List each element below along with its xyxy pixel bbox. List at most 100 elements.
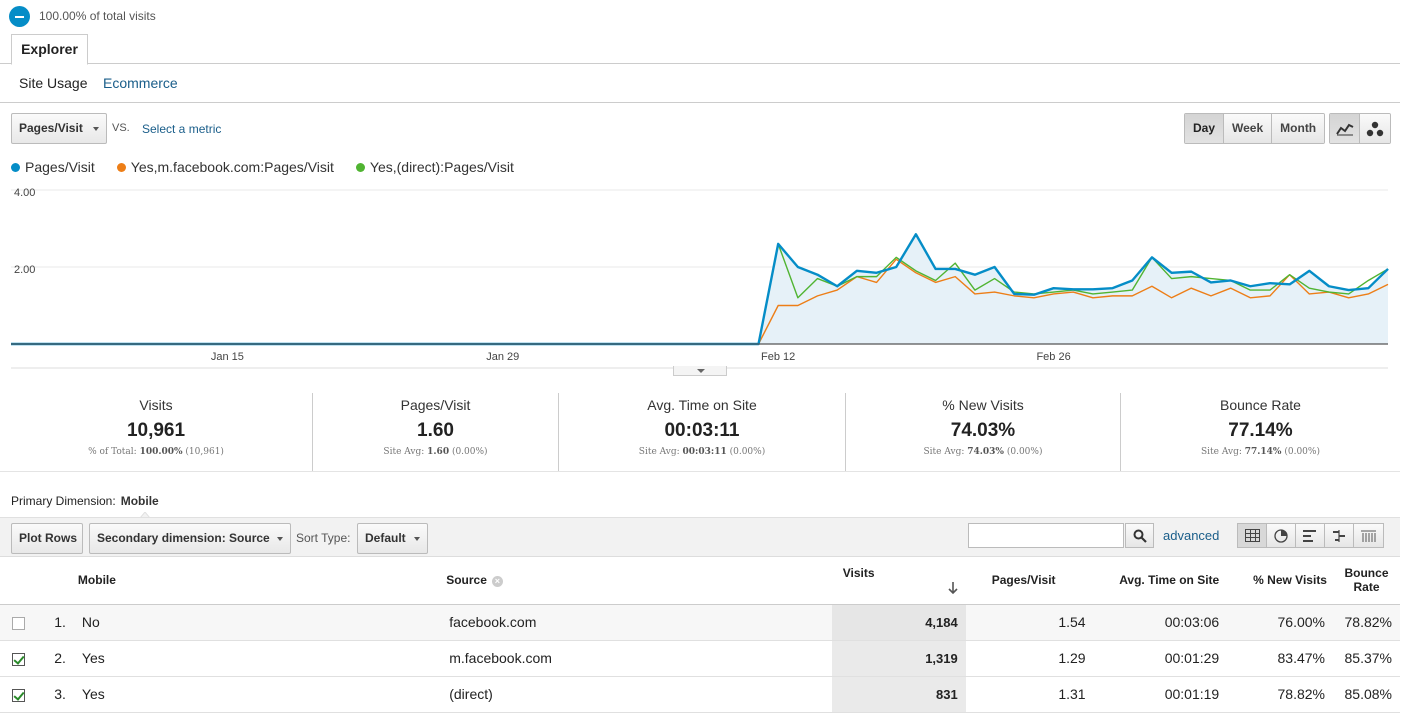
metric-dropdown[interactable]: Pages/Visit (11, 113, 107, 144)
series-area-fill (11, 234, 1388, 344)
row-visits: 4,184 (831, 604, 966, 641)
chevron-down-icon (414, 537, 420, 541)
row-checkbox[interactable] (12, 688, 25, 702)
header-pages-visit[interactable]: Pages/Visit (965, 557, 1094, 605)
scorecard-value: 77.14% (1228, 420, 1293, 441)
line-chart-button[interactable] (1330, 114, 1360, 143)
secondary-dimension-dropdown[interactable]: Secondary dimension: Source (89, 523, 291, 554)
period-selector: Day Week Month (1184, 113, 1326, 144)
view-pivot-button[interactable] (1354, 524, 1383, 547)
row-checkbox-cell (0, 676, 38, 713)
table-header-row: Mobile Source × Visits Pages/Visit Avg. T… (0, 557, 1400, 605)
primary-dimension-label: Primary Dimension: (11, 494, 116, 508)
scorecard-label: % New Visits (942, 397, 1024, 413)
header-visits[interactable]: Visits (831, 557, 966, 605)
row-mobile[interactable]: No (69, 604, 439, 641)
segment-indicator: 100.00% of total visits (9, 5, 156, 27)
segment-toggle-icon[interactable] (9, 5, 30, 27)
scorecard-pages-visit: Pages/Visit 1.60 Site Avg: 1.60 (0.00%) (312, 393, 558, 471)
row-mobile[interactable]: Yes (69, 640, 439, 677)
scorecard-visits: Visits 10,961 % of Total: 100.00% (10,96… (0, 393, 312, 471)
legend-dot-icon (355, 162, 365, 172)
search-button[interactable] (1125, 523, 1154, 548)
scorecard-value: 1.60 (417, 420, 454, 441)
scorecard-bounce-rate: Bounce Rate 77.14% Site Avg: 77.14% (0.0… (1120, 393, 1400, 471)
scorecard-value: 74.03% (950, 420, 1016, 441)
scorecard-value: 00:03:11 (664, 420, 740, 441)
legend-label: Yes,(direct):Pages/Visit (369, 159, 514, 175)
table-search-input[interactable] (968, 523, 1124, 548)
header-checkbox-cell (0, 557, 38, 605)
scorecard-avg-time: Avg. Time on Site 00:03:11 Site Avg: 00:… (558, 393, 845, 471)
table-row: 1. No facebook.com 4,184 1.54 00:03:06 7… (0, 604, 1400, 641)
row-checkbox-cell (0, 640, 38, 677)
table-toolbar: Plot Rows Secondary dimension: Source So… (0, 517, 1400, 557)
row-bounce-rate: 85.37% (1332, 640, 1400, 677)
grid-icon (1244, 529, 1260, 542)
period-day-button[interactable]: Day (1185, 114, 1225, 143)
legend-item-pages-visit: Pages/Visit (11, 159, 95, 175)
row-source[interactable]: (direct) (438, 676, 832, 713)
scorecard-sub: Site Avg: 1.60 (0.00%) (383, 447, 488, 457)
row-new-visits: 78.82% (1227, 676, 1333, 713)
row-new-visits: 83.47% (1227, 640, 1333, 677)
view-comparison-button[interactable] (1325, 524, 1354, 547)
bar-list-icon (1303, 529, 1316, 542)
advanced-filter-link[interactable]: advanced (1163, 528, 1220, 543)
row-source[interactable]: m.facebook.com (438, 640, 832, 677)
header-index-cell (37, 557, 70, 605)
legend-dot-icon (11, 162, 20, 172)
sort-type-label: Sort Type: (296, 531, 351, 545)
remove-dimension-icon[interactable]: × (491, 575, 503, 587)
x-tick-label: Jan 29 (486, 351, 519, 363)
header-bounce-rate[interactable]: Bounce Rate (1332, 557, 1400, 605)
plot-rows-button[interactable]: Plot Rows (11, 523, 83, 554)
y-tick-label: 4.00 (14, 187, 35, 199)
subnav-ecommerce[interactable]: Ecommerce (103, 75, 178, 91)
select-metric-link[interactable]: Select a metric (142, 122, 222, 136)
row-avg-time: 00:01:29 (1093, 640, 1228, 677)
legend-item-direct: Yes,(direct):Pages/Visit (355, 159, 514, 175)
data-table: Mobile Source × Visits Pages/Visit Avg. T… (0, 557, 1400, 713)
row-source[interactable]: facebook.com (438, 604, 832, 641)
selected-pointer-icon (140, 512, 150, 518)
header-mobile[interactable]: Mobile (69, 557, 439, 605)
scorecard-sub: Site Avg: 74.03% (0.00%) (923, 447, 1043, 457)
view-pie-button[interactable] (1267, 524, 1296, 547)
row-pages-visit: 1.29 (965, 640, 1094, 677)
sort-type-dropdown[interactable]: Default (357, 523, 428, 554)
view-data-table-button[interactable] (1238, 524, 1267, 547)
period-week-button[interactable]: Week (1224, 114, 1273, 143)
scorecard-label: Pages/Visit (400, 397, 471, 413)
comparison-icon (1333, 529, 1345, 542)
pie-chart-icon (1274, 528, 1288, 543)
period-month-button[interactable]: Month (1272, 114, 1325, 143)
table-row: 2. Yes m.facebook.com 1,319 1.29 00:01:2… (0, 640, 1400, 677)
row-mobile[interactable]: Yes (69, 676, 439, 713)
subnav-site-usage[interactable]: Site Usage (19, 75, 88, 91)
view-performance-button[interactable] (1296, 524, 1325, 547)
primary-dimension-mobile[interactable]: Mobile (120, 494, 159, 508)
primary-dimension: Primary Dimension: Mobile (11, 494, 159, 508)
legend-label: Yes,m.facebook.com:Pages/Visit (130, 159, 334, 175)
header-avg-time[interactable]: Avg. Time on Site (1093, 557, 1228, 605)
bubble-chart-icon (1366, 121, 1384, 136)
row-bounce-rate: 78.82% (1332, 604, 1400, 641)
legend-dot-icon (116, 162, 126, 172)
chart-collapse-handle[interactable] (673, 366, 727, 376)
table-row: 3. Yes (direct) 831 1.31 00:01:19 78.82%… (0, 676, 1400, 713)
row-checkbox[interactable] (12, 616, 25, 630)
segment-percent-text: 100.00% of total visits (39, 9, 156, 23)
header-new-visits[interactable]: % New Visits (1227, 557, 1333, 605)
chart-type-selector (1329, 113, 1391, 144)
tab-bar: Explorer (0, 34, 1400, 65)
scorecard-new-visits: % New Visits 74.03% Site Avg: 74.03% (0.… (845, 393, 1120, 471)
tab-explorer[interactable]: Explorer (11, 34, 88, 65)
x-tick-label: Jan 15 (211, 351, 244, 363)
motion-chart-button[interactable] (1360, 114, 1390, 143)
row-checkbox[interactable] (12, 652, 25, 666)
chevron-down-icon (277, 537, 283, 541)
header-source[interactable]: Source × (438, 557, 832, 605)
row-visits: 1,319 (831, 640, 966, 677)
scorecard-sub: Site Avg: 77.14% (0.00%) (1201, 447, 1320, 457)
